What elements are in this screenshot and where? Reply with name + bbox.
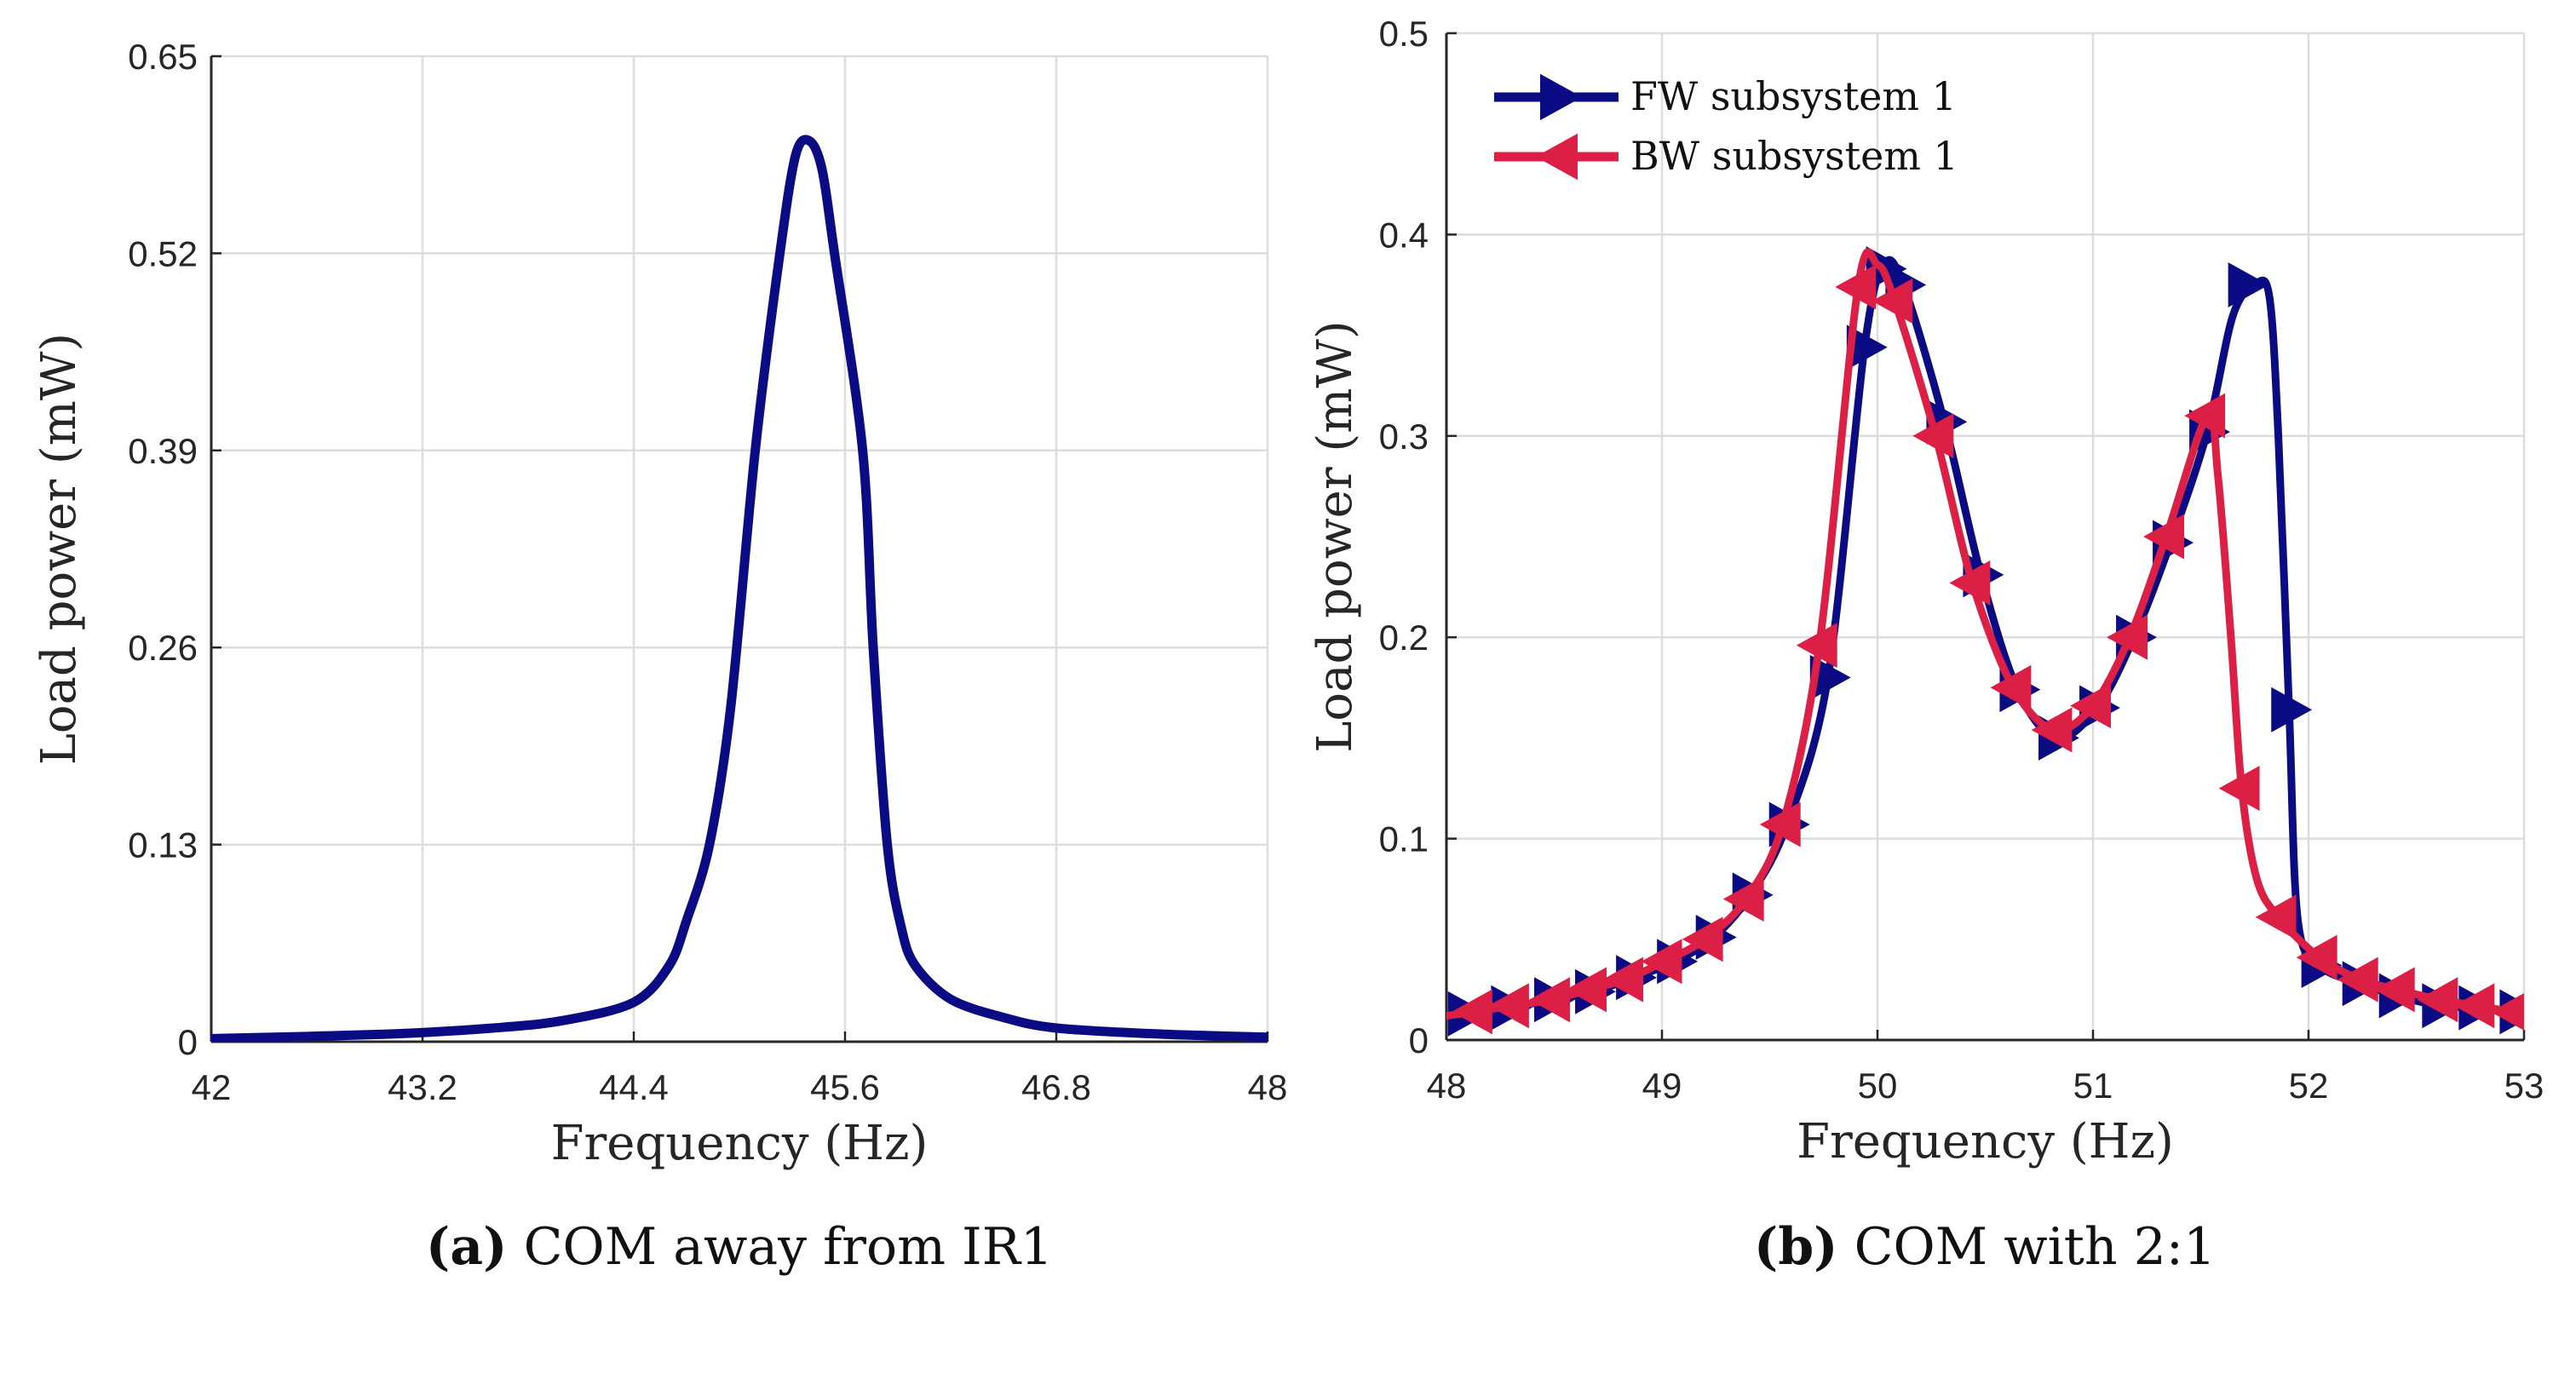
data-point-marker xyxy=(1641,939,1682,985)
x-tick-label: 53 xyxy=(2504,1066,2544,1106)
caption-text: COM with 2:1 xyxy=(1838,1217,2217,1277)
y-tick-label: 0.4 xyxy=(1379,215,1429,255)
data-point-marker xyxy=(2490,993,2524,1031)
data-point-marker xyxy=(2031,707,2073,753)
y-tick-label: 0.13 xyxy=(128,825,198,865)
data-point-marker xyxy=(2453,983,2495,1029)
x-tick-label: 44.4 xyxy=(599,1067,669,1107)
data-point-marker xyxy=(2070,683,2111,729)
y-tick-label: 0.26 xyxy=(128,628,198,668)
data-point-marker xyxy=(1602,957,1643,1003)
series-load-power xyxy=(211,135,1268,1042)
data-point-marker xyxy=(2107,614,2148,660)
data-point-marker xyxy=(2373,967,2415,1013)
legend-item: FW subsystem 1 xyxy=(1494,73,1957,121)
y-tick-label: 0.39 xyxy=(128,431,198,471)
data-point-marker xyxy=(1835,264,1877,310)
data-point-marker xyxy=(2296,934,2337,980)
y-tick-label: 0.65 xyxy=(128,37,198,77)
chart-b: 48 49 50 51 52 53 0 0.1 0.2 0.3 0.4 0.5 Frequency (H… xyxy=(1308,14,2544,1277)
x-tick-label: 50 xyxy=(1858,1066,1898,1106)
series-line xyxy=(211,135,1268,1042)
legend-marker-icon xyxy=(1535,133,1578,181)
legend-item: BW subsystem 1 xyxy=(1494,133,1958,181)
y-axis-label: Load power (mW) xyxy=(1308,320,1363,753)
y-tick-label: 0.5 xyxy=(1379,14,1429,54)
series-line xyxy=(1446,248,2524,1020)
x-axis-label: Frequency (Hz) xyxy=(1797,1114,2174,1169)
y-tick-label: 0.1 xyxy=(1379,819,1429,859)
y-axis-label: Load power (mW) xyxy=(32,333,87,766)
x-tick-label: 49 xyxy=(1642,1066,1682,1106)
data-point-marker xyxy=(2228,262,2269,307)
data-point-marker xyxy=(2417,977,2458,1023)
x-tick-label: 48 xyxy=(1248,1067,1288,1107)
legend-label: FW subsystem 1 xyxy=(1630,73,1957,119)
data-point-marker xyxy=(1529,977,1570,1023)
x-tick-label: 45.6 xyxy=(810,1067,880,1107)
data-point-marker xyxy=(2255,894,2297,940)
caption-letter: (b) xyxy=(1754,1217,1838,1277)
data-point-marker xyxy=(2271,687,2313,733)
legend-marker-icon xyxy=(1540,73,1583,121)
caption-text: COM away from IR1 xyxy=(508,1217,1054,1277)
y-tick-label: 0.2 xyxy=(1379,618,1429,658)
subfigure-caption: (a) COM away from IR1 xyxy=(426,1217,1053,1277)
data-point-marker xyxy=(1566,967,1607,1013)
caption-letter: (a) xyxy=(426,1217,508,1277)
x-tick-label: 52 xyxy=(2289,1066,2329,1106)
x-tick-label: 43.2 xyxy=(388,1067,457,1107)
x-axis-label: Frequency (Hz) xyxy=(551,1116,929,1171)
data-point-marker xyxy=(2143,514,2185,560)
series-bw-subsystem-1 xyxy=(1446,248,2524,1035)
legend: FW subsystem 1 BW subsystem 1 xyxy=(1494,73,1958,181)
data-point-marker xyxy=(2184,393,2226,439)
legend-label: BW subsystem 1 xyxy=(1630,133,1958,179)
y-tick-label: 0.3 xyxy=(1379,417,1429,457)
y-tick-label: 0.52 xyxy=(128,233,198,273)
y-tick-label: 0 xyxy=(1409,1020,1429,1060)
data-point-marker xyxy=(1452,989,1492,1035)
chart-a: 42 43.2 44.4 45.6 46.8 48 0 0.13 0.26 0.39 0.52 0.6… xyxy=(32,37,1287,1277)
data-point-marker xyxy=(1722,876,1764,922)
data-point-marker xyxy=(2337,957,2378,1003)
data-point-marker xyxy=(2218,766,2260,811)
data-point-marker xyxy=(1682,916,1723,962)
data-point-marker xyxy=(1796,623,1837,669)
data-point-marker xyxy=(1990,664,2032,710)
data-point-marker xyxy=(1912,413,1954,459)
subfigure-caption: (b) COM with 2:1 xyxy=(1754,1217,2216,1277)
data-point-marker xyxy=(1872,278,1913,324)
x-tick-label: 51 xyxy=(2073,1066,2113,1106)
x-tick-label: 42 xyxy=(192,1067,232,1107)
y-tick-label: 0 xyxy=(178,1022,198,1062)
x-tick-label: 46.8 xyxy=(1021,1067,1091,1107)
data-point-marker xyxy=(1949,560,1991,606)
x-tick-label: 48 xyxy=(1427,1066,1467,1106)
data-point-marker xyxy=(1759,802,1801,848)
data-point-marker xyxy=(1488,983,1529,1029)
